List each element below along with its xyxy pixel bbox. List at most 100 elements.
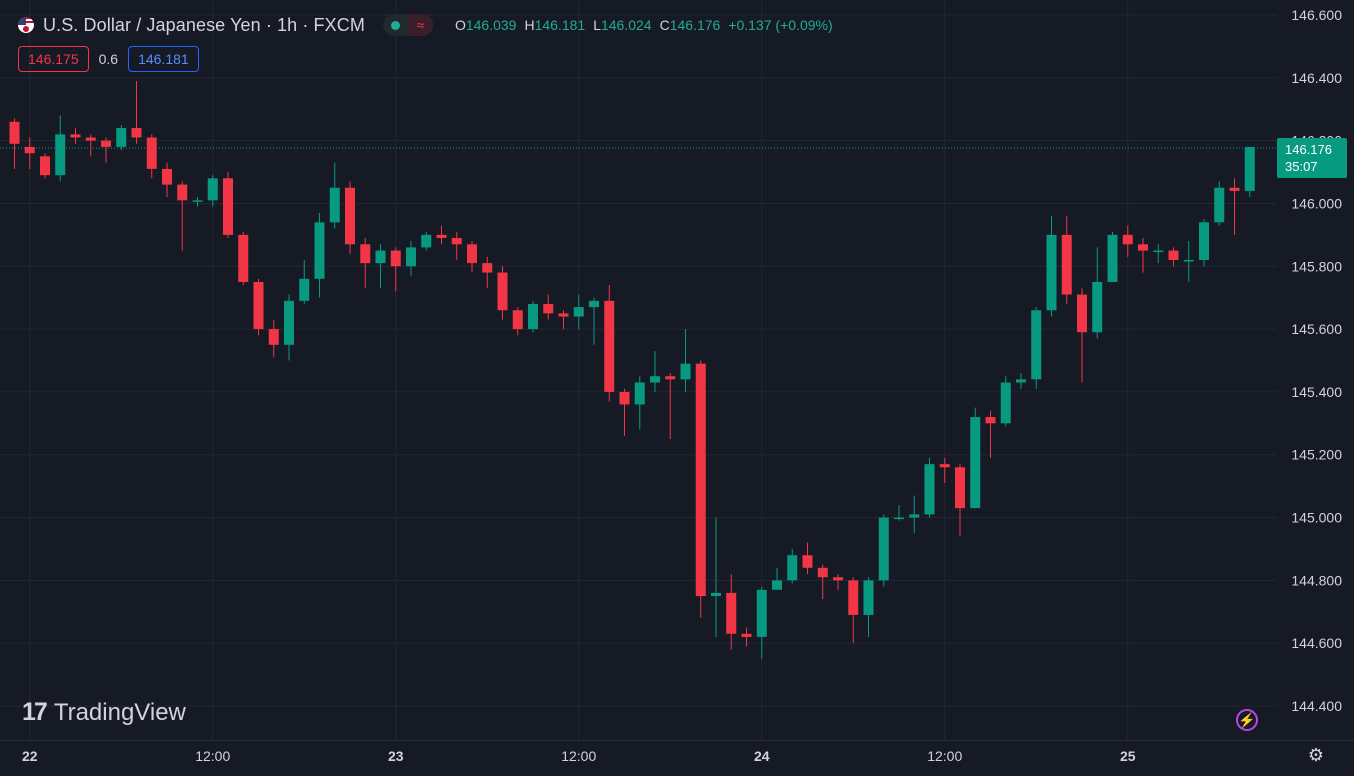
symbol-title[interactable]: U.S. Dollar / Japanese Yen · 1h · FXCM [43, 14, 365, 35]
candle-body [70, 134, 81, 138]
candle-body [1229, 187, 1240, 191]
candle-body [1016, 379, 1026, 383]
candle-body [390, 250, 401, 267]
candle-body [1214, 187, 1225, 223]
candle-body [589, 300, 599, 308]
candle-body [1199, 222, 1209, 260]
candle-body [329, 187, 340, 223]
high-label: H [524, 17, 535, 33]
low-value: 146.024 [600, 17, 652, 33]
high-value: 146.181 [534, 17, 586, 33]
candle-body [924, 464, 935, 515]
candle-body [375, 250, 386, 264]
market-open-icon [383, 14, 408, 36]
candle-body [1061, 234, 1072, 295]
tradingview-wordmark: TradingView [53, 698, 186, 726]
candle-body [314, 222, 325, 279]
candle-body [40, 156, 50, 176]
candle-body [284, 300, 294, 345]
price-axis-label: 145.800 [1291, 258, 1342, 274]
last-price-value: 146.176 [1285, 142, 1332, 157]
candle-body [512, 310, 523, 330]
candle-body [604, 300, 615, 392]
candle-body [497, 272, 508, 311]
candle-body [680, 363, 691, 380]
time-axis-label: 23 [388, 748, 404, 764]
last-price-label: 146.176 35:07 [1277, 138, 1347, 178]
candle-body [985, 417, 996, 424]
candle-body [665, 376, 676, 380]
candle-body [345, 187, 355, 245]
candle-body [1183, 259, 1194, 262]
candle-body [1244, 146, 1255, 191]
price-axis-label: 144.600 [1291, 635, 1342, 651]
candle-body [1168, 250, 1179, 260]
candle-body [711, 592, 721, 597]
candle-body [955, 467, 965, 509]
tradingview-logo[interactable]: 17 TradingView [22, 698, 186, 727]
candle-body [9, 121, 20, 144]
price-axis-label: 144.800 [1291, 572, 1342, 588]
us-flag-icon [18, 17, 34, 33]
candle-body [406, 247, 416, 267]
candle-body [192, 200, 203, 202]
market-status-toggle[interactable]: ≈ [382, 14, 433, 36]
time-axis-label: 24 [754, 748, 770, 764]
price-axis-label: 145.000 [1291, 510, 1342, 526]
candle-body [573, 307, 584, 317]
candle-body [146, 137, 157, 169]
lightning-icon[interactable]: ⚡ [1236, 709, 1258, 731]
candle-body [101, 140, 111, 147]
candle-body [848, 580, 859, 615]
candle-body [543, 303, 554, 314]
settings-gear-icon[interactable]: ⚙ [1307, 745, 1325, 765]
candle-body [619, 391, 630, 405]
candle-body [878, 517, 889, 581]
candle-body [817, 567, 828, 578]
close-value: 146.176 [669, 17, 721, 33]
time-axis-label: 12:00 [927, 748, 962, 764]
candle-body [1077, 294, 1087, 333]
candle-body [238, 234, 249, 282]
time-axis-label: 22 [22, 748, 38, 764]
candle-body [558, 313, 569, 317]
buy-sell-panel: 146.175 0.6 146.181 [18, 46, 199, 72]
price-axis-label: 145.600 [1291, 321, 1342, 337]
candle-body [85, 137, 96, 141]
candle-body [268, 329, 279, 345]
low-label: L [593, 17, 601, 33]
candle-body [421, 234, 432, 248]
candle-body [177, 184, 188, 201]
time-axis-label: 12:00 [195, 748, 230, 764]
candle-body [360, 244, 371, 264]
buy-button[interactable]: 146.181 [128, 46, 199, 72]
price-axis-label: 145.400 [1291, 384, 1342, 400]
candle-body [634, 382, 645, 405]
candle-body [756, 589, 767, 637]
price-axis-label: 144.400 [1291, 698, 1342, 714]
open-value: 146.039 [465, 17, 517, 33]
candle-body [1153, 250, 1164, 253]
sell-button[interactable]: 146.175 [18, 46, 89, 72]
candle-body [1031, 310, 1042, 380]
candle-body [55, 134, 66, 176]
candle-body [1046, 234, 1057, 311]
candle-body [894, 517, 904, 520]
candle-body [650, 376, 660, 383]
candle-body [772, 580, 782, 590]
candle-body [1000, 382, 1011, 424]
candle-body [436, 234, 447, 239]
candle-body [223, 178, 233, 235]
candle-body [787, 555, 798, 581]
candle-body [482, 263, 493, 273]
price-axis-label: 146.000 [1291, 195, 1342, 211]
spread-value: 0.6 [98, 51, 119, 67]
candle-body [451, 238, 462, 245]
candle-body [695, 363, 706, 597]
candle-body [1122, 234, 1133, 245]
candle-body [1138, 244, 1148, 251]
candle-body [131, 128, 142, 138]
bar-countdown: 35:07 [1285, 159, 1318, 174]
price-axis-label: 146.600 [1291, 7, 1342, 23]
